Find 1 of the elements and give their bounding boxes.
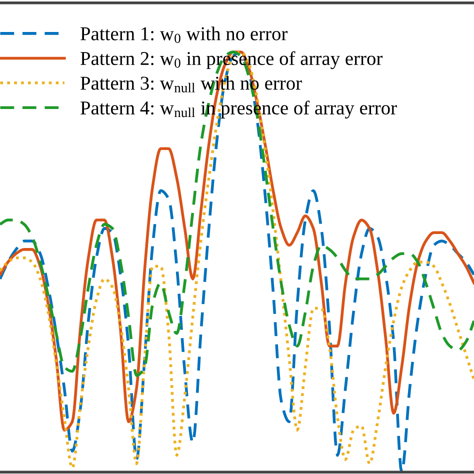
legend-label: Pattern 1: w$_{0}$ with no error xyxy=(80,26,288,43)
